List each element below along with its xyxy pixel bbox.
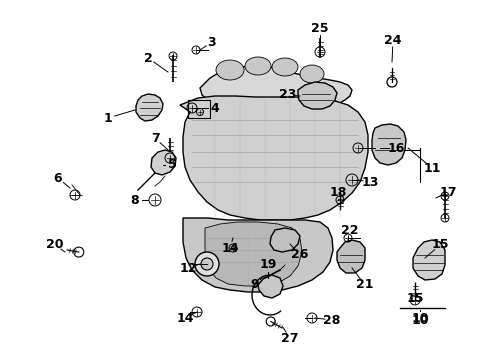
Text: 1: 1 — [103, 112, 112, 125]
Text: 6: 6 — [54, 171, 62, 184]
Text: 5: 5 — [167, 158, 176, 171]
Ellipse shape — [244, 57, 270, 75]
Text: 8: 8 — [130, 194, 139, 207]
Text: 25: 25 — [311, 22, 328, 35]
Text: 24: 24 — [384, 33, 401, 46]
Ellipse shape — [299, 65, 324, 83]
Text: 19: 19 — [259, 258, 276, 271]
Polygon shape — [200, 66, 351, 113]
Polygon shape — [371, 124, 405, 165]
Polygon shape — [136, 94, 163, 121]
Text: 15: 15 — [430, 238, 448, 252]
Text: 18: 18 — [328, 185, 346, 198]
Text: 14: 14 — [221, 242, 238, 255]
Text: 27: 27 — [281, 332, 298, 345]
Text: 4: 4 — [210, 102, 219, 114]
Polygon shape — [258, 275, 283, 298]
Polygon shape — [204, 222, 302, 286]
Polygon shape — [297, 82, 336, 109]
Text: 17: 17 — [438, 185, 456, 198]
Text: 23: 23 — [279, 89, 296, 102]
Circle shape — [201, 258, 213, 270]
Text: 10: 10 — [410, 311, 428, 324]
Text: 11: 11 — [423, 162, 440, 175]
Text: 16: 16 — [386, 141, 404, 154]
Polygon shape — [151, 150, 176, 175]
Text: 10: 10 — [410, 314, 428, 327]
Ellipse shape — [216, 60, 244, 80]
Circle shape — [195, 252, 219, 276]
Text: 28: 28 — [323, 314, 340, 327]
Text: 14: 14 — [176, 311, 193, 324]
Text: 15: 15 — [406, 292, 423, 305]
Text: 22: 22 — [341, 224, 358, 237]
Text: 12: 12 — [179, 261, 196, 274]
Text: 7: 7 — [150, 131, 159, 144]
Polygon shape — [183, 218, 332, 292]
Text: 20: 20 — [46, 238, 63, 252]
Ellipse shape — [271, 58, 297, 76]
Text: 26: 26 — [291, 248, 308, 261]
Text: 9: 9 — [250, 278, 259, 291]
Text: 2: 2 — [143, 51, 152, 64]
Text: 21: 21 — [356, 279, 373, 292]
Polygon shape — [412, 240, 444, 280]
Polygon shape — [180, 96, 367, 220]
Polygon shape — [269, 228, 299, 252]
Text: 3: 3 — [207, 36, 216, 49]
Polygon shape — [336, 240, 364, 273]
Text: 13: 13 — [361, 175, 378, 189]
